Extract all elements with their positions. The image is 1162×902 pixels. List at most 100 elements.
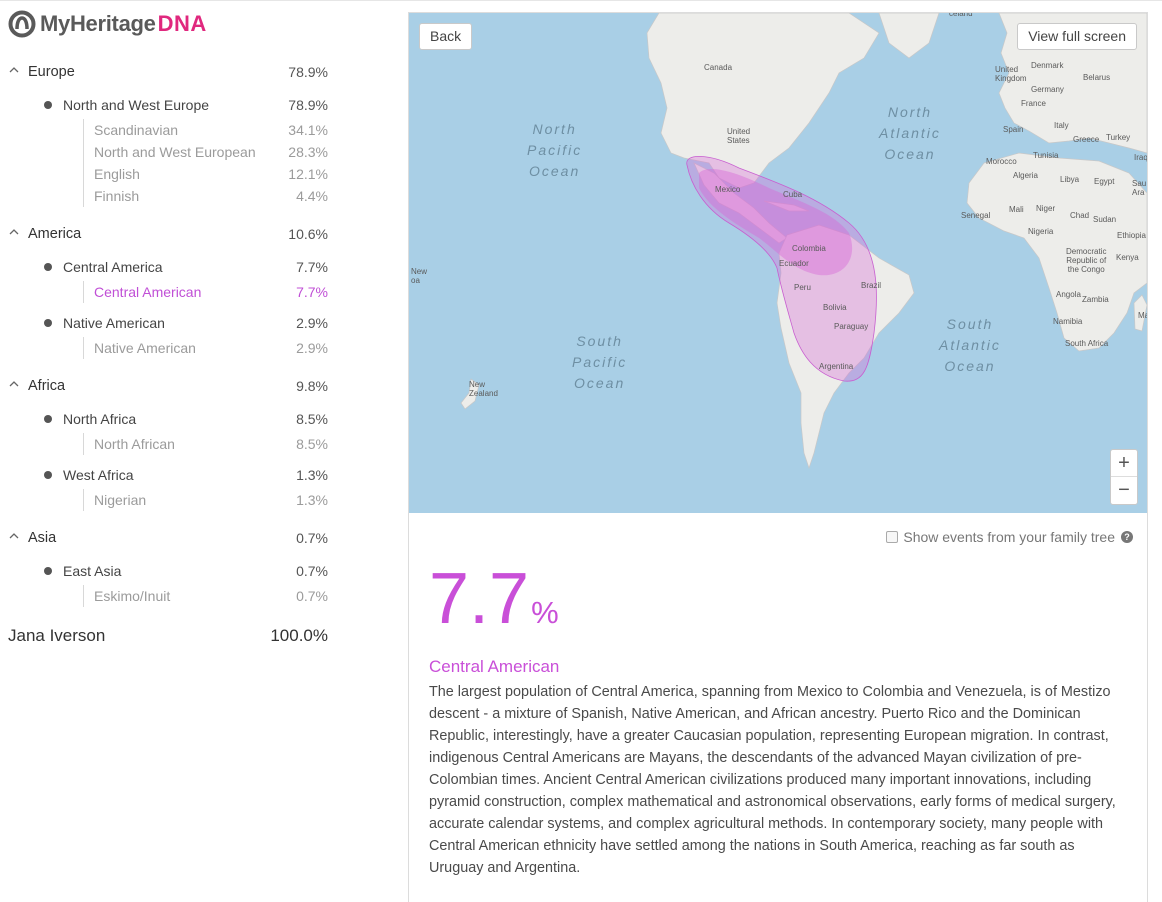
ethnicity-percent: 0.7% bbox=[296, 588, 328, 604]
collapse-caret-icon[interactable] bbox=[9, 531, 19, 541]
region-percent: 10.6% bbox=[288, 226, 328, 242]
bullet-icon bbox=[44, 471, 52, 479]
place-label: celand bbox=[949, 13, 973, 18]
ethnicity-map[interactable]: North Pacific Ocean North Atlantic Ocean… bbox=[409, 13, 1147, 513]
place-label: Kenya bbox=[1116, 253, 1139, 262]
top-border bbox=[0, 0, 1162, 4]
ethnicity-scandinavian[interactable]: Scandinavian 34.1% bbox=[0, 119, 345, 141]
subregion-percent: 1.3% bbox=[296, 467, 328, 483]
place-label: Belarus bbox=[1083, 73, 1111, 82]
subregion-native-american[interactable]: Native American 2.9% bbox=[0, 313, 345, 333]
bullet-icon bbox=[44, 415, 52, 423]
subregion-label: North and West Europe bbox=[63, 97, 210, 113]
place-label: Senegal bbox=[961, 211, 991, 220]
north-america-landmass bbox=[646, 13, 880, 189]
tree-line bbox=[83, 281, 84, 303]
subregion-north-africa[interactable]: North Africa 8.5% bbox=[0, 409, 345, 429]
place-label: Italy bbox=[1054, 121, 1069, 130]
tree-line bbox=[83, 141, 84, 163]
help-icon[interactable]: ? bbox=[1121, 531, 1133, 543]
region-label: America bbox=[28, 226, 82, 242]
world-map bbox=[460, 13, 1147, 470]
bullet-icon bbox=[44, 319, 52, 327]
ethnicity-eskimo-inuit[interactable]: Eskimo/Inuit 0.7% bbox=[0, 585, 345, 607]
subregion-label: East Asia bbox=[63, 563, 122, 579]
collapse-caret-icon[interactable] bbox=[9, 227, 19, 237]
place-label: Canada bbox=[704, 63, 733, 72]
place-label: Mada bbox=[1138, 311, 1147, 320]
bullet-icon bbox=[44, 263, 52, 271]
tree-line bbox=[83, 163, 84, 185]
ethnicity-label: English bbox=[94, 166, 140, 182]
place-label: Algeria bbox=[1013, 171, 1038, 180]
place-label: Ecuador bbox=[779, 259, 809, 268]
ethnicity-percent: 7.7% bbox=[296, 284, 328, 300]
view-full-screen-button[interactable]: View full screen bbox=[1017, 23, 1137, 50]
place-label: Morocco bbox=[986, 157, 1017, 166]
show-events-toggle[interactable]: Show events from your family tree ? bbox=[886, 529, 1133, 545]
place-label: Denmark bbox=[1031, 61, 1064, 70]
ethnicity-north-african[interactable]: North African 8.5% bbox=[0, 433, 345, 455]
region-percent: 9.8% bbox=[296, 378, 328, 394]
place-label: Germany bbox=[1031, 85, 1064, 94]
ethnicity-central-american[interactable]: Central American 7.7% bbox=[0, 281, 345, 303]
ethnicity-percent: 28.3% bbox=[288, 144, 328, 160]
subregion-north-west-europe[interactable]: North and West Europe 78.9% bbox=[0, 95, 345, 115]
subregion-label: Native American bbox=[63, 315, 165, 331]
ethnicity-percent: 12.1% bbox=[288, 166, 328, 182]
zoom-in-button[interactable]: + bbox=[1111, 450, 1137, 477]
ethnicity-percent: 2.9% bbox=[296, 340, 328, 356]
ethnicity-native-american[interactable]: Native American 2.9% bbox=[0, 337, 345, 359]
place-label: Democratic Republic of the Congo bbox=[1066, 247, 1107, 274]
region-europe[interactable]: Europe 78.9% bbox=[0, 62, 345, 82]
place-label: Chad bbox=[1070, 211, 1090, 220]
region-asia[interactable]: Asia 0.7% bbox=[0, 528, 345, 548]
place-label: Namibia bbox=[1053, 317, 1083, 326]
place-label: Nigeria bbox=[1028, 227, 1054, 236]
percent-symbol: % bbox=[531, 595, 559, 630]
zoom-out-button[interactable]: − bbox=[1118, 479, 1130, 501]
tree-line bbox=[83, 119, 84, 141]
ethnicity-title: Central American bbox=[429, 657, 560, 676]
place-label: United States bbox=[727, 127, 751, 145]
show-events-checkbox[interactable] bbox=[886, 531, 899, 543]
region-label: Africa bbox=[28, 378, 66, 394]
ethnicity-label: Nigerian bbox=[94, 492, 147, 508]
place-label: Mali bbox=[1009, 205, 1024, 214]
subregion-label: Central America bbox=[63, 259, 163, 275]
ethnicity-nigerian[interactable]: Nigerian 1.3% bbox=[0, 489, 345, 511]
place-label: Egypt bbox=[1094, 177, 1115, 186]
total-percent: 100.0% bbox=[270, 626, 328, 645]
subregion-label: West Africa bbox=[63, 467, 134, 483]
ocean-label-north-pacific: North Pacific Ocean bbox=[527, 121, 583, 179]
place-label: Zambia bbox=[1082, 295, 1109, 304]
subregion-east-asia[interactable]: East Asia 0.7% bbox=[0, 561, 345, 581]
subregion-central-america[interactable]: Central America 7.7% bbox=[0, 257, 345, 277]
place-label: Paraguay bbox=[834, 322, 869, 331]
ethnicity-label: Finnish bbox=[94, 188, 140, 204]
ethnicity-north-west-european[interactable]: North and West European 28.3% bbox=[0, 141, 345, 163]
ethnicity-english[interactable]: English 12.1% bbox=[0, 163, 345, 185]
region-africa[interactable]: Africa 9.8% bbox=[0, 376, 345, 396]
show-events-label[interactable]: Show events from your family tree bbox=[903, 529, 1115, 545]
subregion-label: North Africa bbox=[63, 411, 137, 427]
region-america[interactable]: America 10.6% bbox=[0, 224, 345, 244]
ethnicity-label: Scandinavian bbox=[94, 122, 179, 138]
place-label: Bolivia bbox=[823, 303, 847, 312]
place-label: Niger bbox=[1036, 204, 1056, 213]
ethnicity-finnish[interactable]: Finnish 4.4% bbox=[0, 185, 345, 207]
myheritage-logo-icon bbox=[8, 10, 36, 38]
collapse-caret-icon[interactable] bbox=[9, 65, 19, 75]
region-percent: 0.7% bbox=[296, 530, 328, 546]
caribbean-landmass bbox=[763, 200, 810, 212]
place-label: Tunisia bbox=[1033, 151, 1059, 160]
ethnicity-label: North African bbox=[94, 436, 175, 452]
place-label: Ethiopia bbox=[1117, 231, 1146, 240]
place-label: New oa bbox=[411, 267, 428, 285]
ethnicity-percent: 8.5% bbox=[296, 436, 328, 452]
collapse-caret-icon[interactable] bbox=[9, 379, 19, 389]
subregion-west-africa[interactable]: West Africa 1.3% bbox=[0, 465, 345, 485]
back-button[interactable]: Back bbox=[419, 23, 473, 50]
myheritage-dna-logo[interactable]: MyHeritage DNA bbox=[8, 10, 207, 38]
africa-landmass bbox=[966, 152, 1147, 352]
